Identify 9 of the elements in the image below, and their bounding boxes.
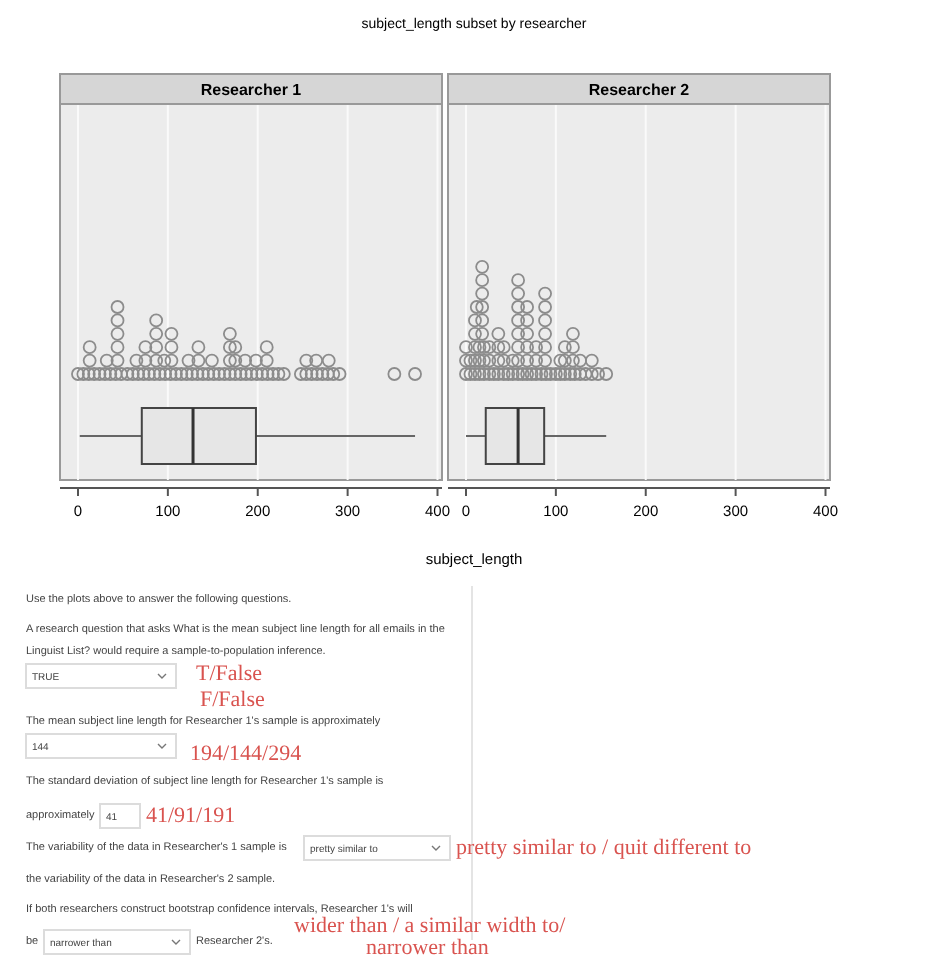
chart-subtitle: Researcher 2 — [588, 81, 691, 99]
text: wider than / a similar width to/ — [294, 914, 568, 938]
text: F/False — [200, 688, 266, 712]
text: narrower than — [366, 936, 490, 960]
chart-subtitle: Researcher 1 — [200, 81, 303, 99]
text: pretty similar to / quit different to — [456, 836, 753, 860]
text: 41/91/191 — [146, 804, 236, 828]
text: 194/144/294 — [190, 742, 303, 766]
text: T/False — [196, 662, 263, 686]
